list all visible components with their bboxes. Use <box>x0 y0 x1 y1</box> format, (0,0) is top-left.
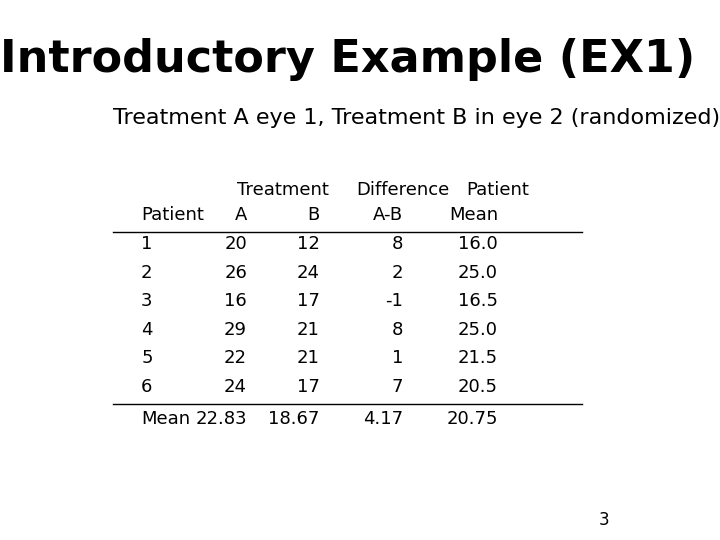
Text: B: B <box>307 206 320 224</box>
Text: 2: 2 <box>392 264 403 281</box>
Text: Mean: Mean <box>449 206 498 224</box>
Text: 20.5: 20.5 <box>458 378 498 396</box>
Text: Difference: Difference <box>356 181 450 199</box>
Text: Introductory Example (EX1): Introductory Example (EX1) <box>0 38 695 81</box>
Text: Mean: Mean <box>141 410 190 428</box>
Text: 3: 3 <box>141 292 153 310</box>
Text: 1: 1 <box>392 349 403 367</box>
Text: 26: 26 <box>224 264 247 281</box>
Text: 24: 24 <box>297 264 320 281</box>
Text: 16: 16 <box>225 292 247 310</box>
Text: Patient: Patient <box>467 181 529 199</box>
Text: 3: 3 <box>599 511 610 529</box>
Text: 1: 1 <box>141 235 153 253</box>
Text: Patient: Patient <box>141 206 204 224</box>
Text: 8: 8 <box>392 235 403 253</box>
Text: Treatment A eye 1, Treatment B in eye 2 (randomized): Treatment A eye 1, Treatment B in eye 2 … <box>113 108 720 128</box>
Text: 21: 21 <box>297 349 320 367</box>
Text: 2: 2 <box>141 264 153 281</box>
Text: 16.5: 16.5 <box>458 292 498 310</box>
Text: Treatment: Treatment <box>238 181 329 199</box>
Text: 16.0: 16.0 <box>458 235 498 253</box>
Text: 7: 7 <box>392 378 403 396</box>
Text: 5: 5 <box>141 349 153 367</box>
Text: 20: 20 <box>225 235 247 253</box>
Text: A-B: A-B <box>373 206 403 224</box>
Text: 6: 6 <box>141 378 153 396</box>
Text: 24: 24 <box>224 378 247 396</box>
Text: 8: 8 <box>392 321 403 339</box>
Text: 17: 17 <box>297 378 320 396</box>
Text: 21: 21 <box>297 321 320 339</box>
Text: -1: -1 <box>385 292 403 310</box>
Text: 25.0: 25.0 <box>458 264 498 281</box>
Text: 4: 4 <box>141 321 153 339</box>
Text: 29: 29 <box>224 321 247 339</box>
Text: 22: 22 <box>224 349 247 367</box>
Text: 12: 12 <box>297 235 320 253</box>
Text: 18.67: 18.67 <box>268 410 320 428</box>
Text: 20.75: 20.75 <box>446 410 498 428</box>
Text: A: A <box>235 206 247 224</box>
Text: 22.83: 22.83 <box>195 410 247 428</box>
Text: 25.0: 25.0 <box>458 321 498 339</box>
Text: 21.5: 21.5 <box>458 349 498 367</box>
Text: 17: 17 <box>297 292 320 310</box>
Text: 4.17: 4.17 <box>363 410 403 428</box>
